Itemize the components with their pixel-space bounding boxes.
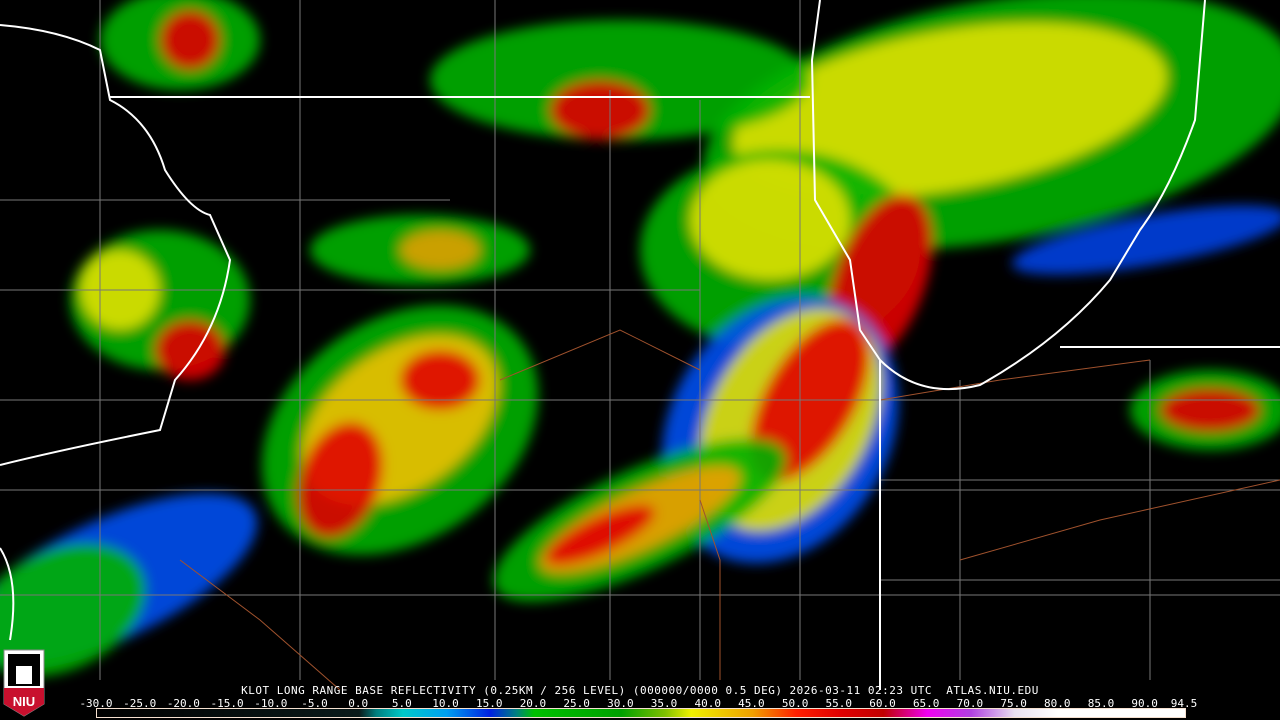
legend-tick: 25.0 (563, 697, 590, 710)
echo-cell (0, 543, 146, 677)
legend-tick: 10.0 (432, 697, 459, 710)
highways (179, 329, 1280, 691)
legend-tick: 55.0 (825, 697, 853, 710)
legend-tick: 70.0 (956, 697, 984, 710)
legend-tick: 35.0 (650, 697, 678, 710)
legend-colorbar (96, 708, 1186, 718)
legend-tick: 45.0 (738, 697, 765, 710)
legend-tick: -30.0 (79, 697, 113, 710)
legend-tick: -15.0 (210, 697, 244, 710)
product-title: KLOT LONG RANGE BASE REFLECTIVITY (0.25K… (241, 684, 1039, 697)
echo-cell (545, 504, 655, 566)
legend-tick: 85.0 (1087, 697, 1115, 710)
legend-tick: 0.0 (348, 697, 369, 710)
state-borders (0, 0, 1280, 690)
echo-cell (297, 421, 383, 539)
echo-cell (550, 80, 650, 140)
legend-tick: 80.0 (1044, 697, 1071, 710)
legend-tick: 30.0 (607, 697, 634, 710)
reflectivity-echoes (0, 0, 1280, 677)
echo-cell (1012, 205, 1280, 275)
legend-tick: 60.0 (869, 697, 896, 710)
legend-tick: 15.0 (476, 697, 503, 710)
county-borders (0, 0, 1280, 680)
legend-tick: 65.0 (912, 697, 940, 710)
svg-text:NIU: NIU (13, 694, 35, 709)
echo-cell (400, 350, 480, 410)
echo-cell (155, 320, 225, 380)
legend-tick: 94.5 (1170, 697, 1198, 710)
legend-tick: 90.0 (1131, 697, 1158, 710)
echo-cell (732, 22, 1168, 198)
legend-tick: 75.0 (1000, 697, 1027, 710)
legend-tick: -10.0 (254, 697, 288, 710)
niu-logo: NIU (3, 649, 45, 717)
legend-tick: -25.0 (123, 697, 157, 710)
legend-tick: 50.0 (781, 697, 809, 710)
legend-ticks: -30.0 -25.0 -20.0 -15.0 -10.0 -5.0 0.0 5.0 10.0 1… (0, 697, 1280, 710)
legend-tick: 20.0 (519, 697, 547, 710)
legend-tick: 40.0 (694, 697, 721, 710)
echo-cell (400, 230, 480, 270)
echo-cell (160, 10, 220, 70)
echo-cell (690, 160, 850, 280)
legend-tick: -5.0 (301, 697, 328, 710)
legend-tick: 5.0 (391, 697, 412, 710)
echo-cell (1160, 388, 1260, 432)
legend-tick: -20.0 (166, 697, 200, 710)
echo-cell (430, 20, 810, 140)
